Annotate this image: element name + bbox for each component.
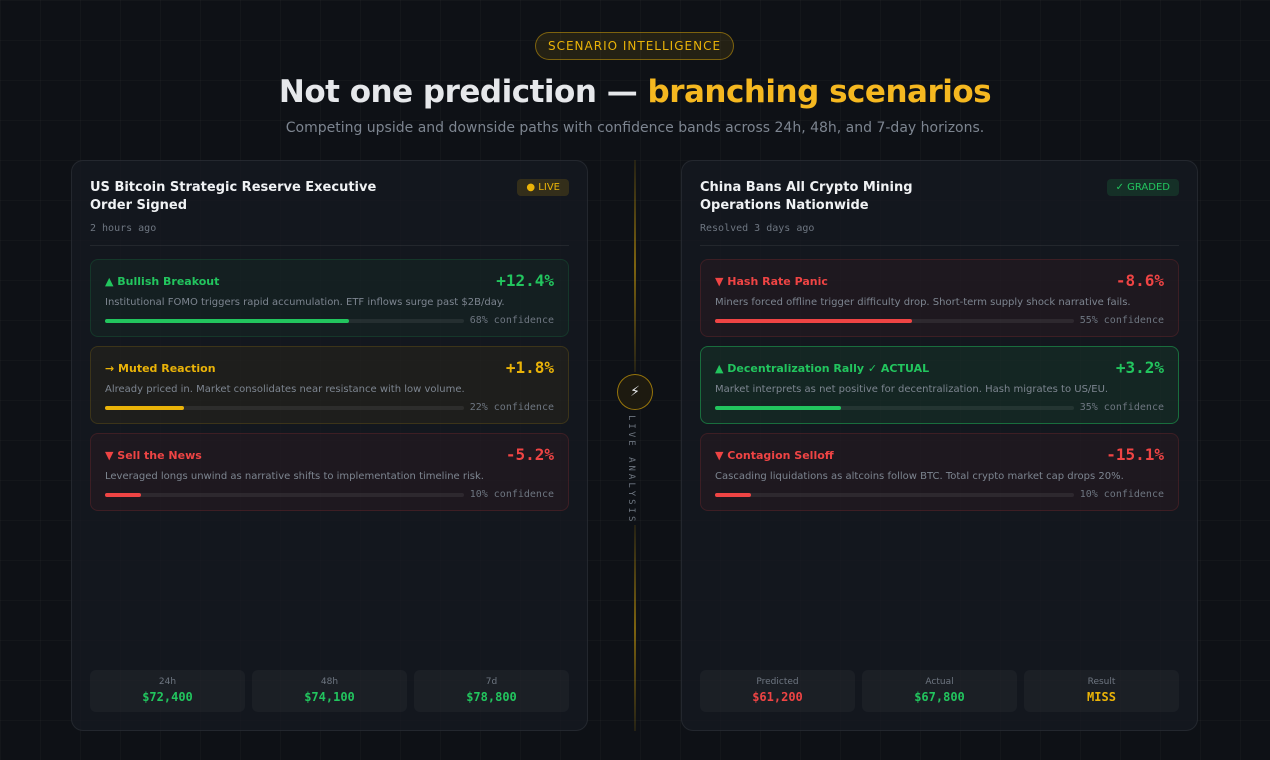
stat-label: Result <box>1087 677 1116 687</box>
scenario-name: ▼ Sell the News <box>105 449 202 462</box>
scenario: ▼ Hash Rate Panic -8.6% Miners forced offl… <box>700 259 1179 337</box>
stat-value: $74,100 <box>304 690 355 704</box>
card-header: China Bans All Crypto Mining Operations … <box>700 179 1179 246</box>
card-time: 2 hours ago <box>90 223 157 234</box>
confidence-row: 35% confidence <box>715 402 1164 413</box>
stat-value: MISS <box>1087 690 1116 704</box>
stat-label: Predicted <box>756 677 799 687</box>
card-time: Resolved 3 days ago <box>700 223 815 234</box>
stat: Predicted $61,200 <box>700 670 855 712</box>
confidence-row: 55% confidence <box>715 315 1164 326</box>
card-badge: ✓ GRADED <box>1106 179 1179 196</box>
stat: Result MISS <box>1024 670 1179 712</box>
confidence-track <box>715 492 1074 497</box>
scenario: ▲ Decentralization Rally ✓ ACTUAL +3.2% Ma… <box>700 346 1179 424</box>
confidence-bar <box>715 492 751 497</box>
scenario-change: -15.1% <box>1106 445 1164 464</box>
confidence-label: 55% confidence <box>1079 315 1164 326</box>
confidence-bar <box>105 318 350 323</box>
confidence-row: 10% confidence <box>105 489 554 500</box>
stat-label: Actual <box>925 677 954 687</box>
confidence-bar <box>715 318 913 323</box>
headline: Not one prediction — branching scenarios <box>0 74 1270 110</box>
stats: Predicted $61,200 Actual $67,800 Result MISS <box>700 670 1179 712</box>
scenario-change: +12.4% <box>496 271 554 290</box>
confidence-row: 22% confidence <box>105 402 554 413</box>
headline-text: Not one prediction — <box>278 74 638 110</box>
scenario-name: ▲ Bullish Breakout <box>105 275 220 288</box>
card-title: US Bitcoin Strategic Reserve Executive O… <box>90 180 377 213</box>
scenario-name: ▼ Hash Rate Panic <box>715 275 828 288</box>
confidence-bar <box>715 405 841 410</box>
headline-highlight: branching scenarios <box>647 74 992 110</box>
confidence-track <box>715 318 1074 323</box>
confidence-label: 10% confidence <box>1079 489 1164 500</box>
confidence-track <box>105 318 464 323</box>
scenario-description: Miners forced offline trigger difficulty… <box>715 297 1131 308</box>
confidence-track <box>105 405 464 410</box>
confidence-row: 10% confidence <box>715 489 1164 500</box>
stats: 24h $72,400 48h $74,100 7d $78,800 <box>90 670 569 712</box>
scenario-change: -5.2% <box>505 445 554 464</box>
scenario-change: +3.2% <box>1115 358 1164 377</box>
divider-icon: ⚡ <box>617 374 653 410</box>
stat-label: 7d <box>485 677 498 687</box>
card-header: US Bitcoin Strategic Reserve Executive O… <box>90 179 569 246</box>
confidence-bar <box>105 492 141 497</box>
card: US Bitcoin Strategic Reserve Executive O… <box>71 160 588 731</box>
card-badge: ● LIVE <box>517 179 569 196</box>
confidence-label: 68% confidence <box>469 315 554 326</box>
scenario-change: -8.6% <box>1115 271 1164 290</box>
scenario-name: ▲ Decentralization Rally ✓ ACTUAL <box>715 362 930 375</box>
divider-line <box>634 525 636 731</box>
stat: 24h $72,400 <box>90 670 245 712</box>
card-title: China Bans All Crypto Mining Operations … <box>700 180 913 213</box>
stat-value: $78,800 <box>466 690 517 704</box>
divider-line <box>634 160 636 372</box>
divider-label: LIVE ANALYSIS <box>626 415 636 525</box>
stat-value: $72,400 <box>142 690 193 704</box>
scenario-description: Market interprets as net positive for de… <box>715 384 1109 395</box>
stat: 7d $78,800 <box>414 670 569 712</box>
stat-label: 24h <box>158 677 177 687</box>
scenario-change: +1.8% <box>505 358 554 377</box>
confidence-track <box>715 405 1074 410</box>
scenario: ▼ Contagion Selloff -15.1% Cascading liqui… <box>700 433 1179 511</box>
stat-value: $61,200 <box>752 690 803 704</box>
scenario-name: → Muted Reaction <box>105 362 216 375</box>
scenario-description: Cascading liquidations as altcoins follo… <box>715 471 1124 482</box>
scenario: → Muted Reaction +1.8% Already priced in. … <box>90 346 569 424</box>
confidence-bar <box>105 405 184 410</box>
scenario-description: Already priced in. Market consolidates n… <box>105 384 465 395</box>
confidence-label: 35% confidence <box>1079 402 1164 413</box>
stat-label: 48h <box>320 677 339 687</box>
confidence-label: 22% confidence <box>469 402 554 413</box>
section-badge: SCENARIO INTELLIGENCE <box>535 32 734 60</box>
scenario: ▲ Bullish Breakout +12.4% Institutional FO… <box>90 259 569 337</box>
subtitle: Competing upside and downside paths with… <box>285 120 985 136</box>
scenario: ▼ Sell the News -5.2% Leveraged longs unwi… <box>90 433 569 511</box>
scenario-description: Leveraged longs unwind as narrative shif… <box>105 471 484 482</box>
stat: Actual $67,800 <box>862 670 1017 712</box>
scenario-name: ▼ Contagion Selloff <box>715 449 834 462</box>
confidence-track <box>105 492 464 497</box>
stat-value: $67,800 <box>914 690 965 704</box>
confidence-label: 10% confidence <box>469 489 554 500</box>
card: China Bans All Crypto Mining Operations … <box>681 160 1198 731</box>
stat: 48h $74,100 <box>252 670 407 712</box>
confidence-row: 68% confidence <box>105 315 554 326</box>
scenario-description: Institutional FOMO triggers rapid accumu… <box>105 297 505 308</box>
